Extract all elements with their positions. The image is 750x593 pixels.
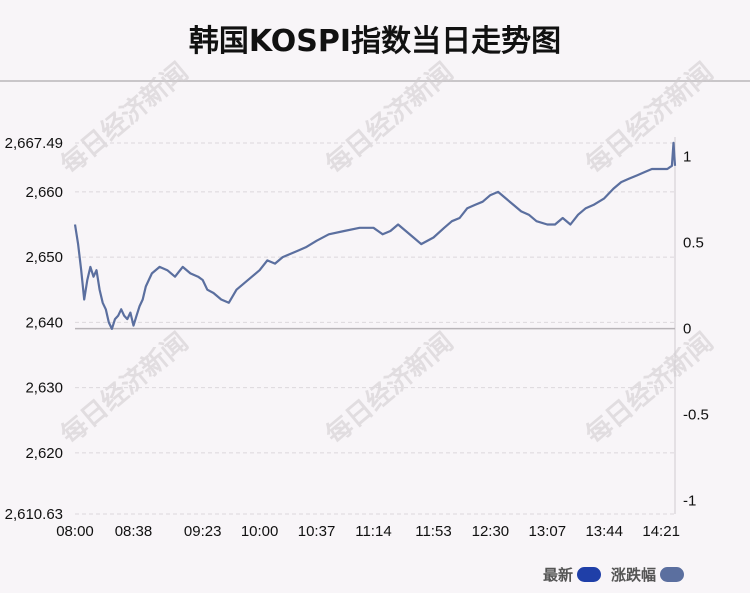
x-tick-label: 12:30 <box>472 523 510 540</box>
x-tick-label: 10:00 <box>241 523 279 540</box>
x-tick-label: 13:44 <box>585 523 623 540</box>
watermark-text: 每日经济新闻 <box>580 326 719 450</box>
watermark-text: 每日经济新闻 <box>320 326 459 450</box>
legend-label-latest: 最新 <box>542 565 573 584</box>
y-left-tick-label: 2,620 <box>25 445 63 462</box>
x-tick-label: 09:23 <box>184 523 222 540</box>
legend: 最新 涨跌幅 <box>543 563 684 585</box>
watermark-text: 每日经济新闻 <box>320 56 459 180</box>
y-left-tick-label: 2,650 <box>25 249 63 266</box>
y-left-tick-label: 2,640 <box>25 314 63 331</box>
y-right-tick-label: -1 <box>683 492 696 509</box>
x-tick-label: 10:37 <box>298 523 336 540</box>
y-right-tick-label: 0.5 <box>683 235 704 252</box>
x-tick-label: 11:53 <box>415 523 451 540</box>
y-left-tick-label: 2,660 <box>25 184 63 201</box>
x-tick-label: 08:00 <box>56 523 94 540</box>
legend-swatch-change <box>660 566 684 582</box>
x-tick-label: 11:14 <box>355 523 391 540</box>
legend-item-change: 涨跌幅 <box>611 564 684 585</box>
watermark-text: 每日经济新闻 <box>580 56 719 180</box>
x-tick-label: 14:21 <box>642 523 680 540</box>
right-axis-ticks: 1 0.5 0 -0.5 -1 <box>683 149 709 510</box>
watermark-text: 每日经济新闻 <box>55 326 194 450</box>
x-tick-label: 13:07 <box>529 523 567 540</box>
y-left-tick-label: 2,610.63 <box>5 506 63 523</box>
y-left-tick-label: 2,630 <box>25 380 63 397</box>
y-right-tick-label: 0 <box>683 321 691 338</box>
y-left-tick-label: 2,667.49 <box>5 135 63 152</box>
legend-swatch-latest <box>576 566 601 582</box>
title-divider <box>0 80 750 82</box>
legend-item-latest: 最新 <box>543 564 601 585</box>
page-title: 韩国KOSPI指数当日走势图 <box>188 24 562 59</box>
x-axis-ticks: 08:00 08:38 09:23 10:00 10:37 11:14 11:53 12:30… <box>56 523 680 540</box>
x-tick-label: 08:38 <box>115 523 153 540</box>
left-axis-ticks: 2,667.49 2,660 2,650 2,640 2,630 2,620 2,610.6… <box>5 135 63 523</box>
watermark-text: 每日经济新闻 <box>55 56 194 180</box>
y-right-tick-label: 1 <box>683 149 691 166</box>
series-line <box>73 141 677 330</box>
y-right-tick-label: -0.5 <box>683 406 709 423</box>
legend-label-change: 涨跌幅 <box>610 565 656 584</box>
grid-lines <box>75 142 675 515</box>
